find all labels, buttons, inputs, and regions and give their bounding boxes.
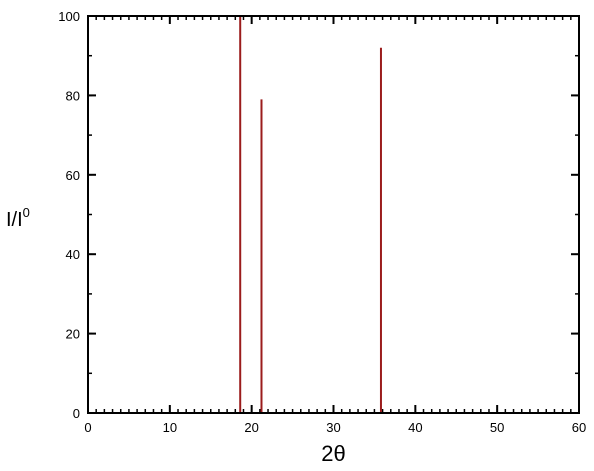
minor-ticks [87,15,580,414]
x-tick-labels: 0 10 20 30 40 50 60 [84,420,586,435]
plot-frame [87,15,580,414]
x-tick-label: 0 [84,420,91,435]
x-tick-label: 30 [326,420,340,435]
y-axis-title-main: I/I [6,209,23,231]
y-tick-label: 80 [66,88,80,103]
x-tick-label: 50 [490,420,504,435]
y-axis-title: I/I0 [6,205,30,231]
peaks [239,16,382,413]
x-tick-label: 10 [163,420,177,435]
x-tick-label: 20 [244,420,258,435]
x-tick-label: 40 [408,420,422,435]
y-tick-labels: 0 20 40 60 80 100 [58,9,80,421]
y-tick-label: 100 [58,9,80,24]
x-axis-title: 2θ [321,441,345,466]
major-ticks [87,15,580,414]
x-tick-label: 60 [572,420,586,435]
y-tick-label: 20 [66,327,80,342]
y-tick-label: 60 [66,168,80,183]
y-axis-title-superscript: 0 [23,205,30,220]
y-tick-label: 0 [73,406,80,421]
y-tick-label: 40 [66,247,80,262]
